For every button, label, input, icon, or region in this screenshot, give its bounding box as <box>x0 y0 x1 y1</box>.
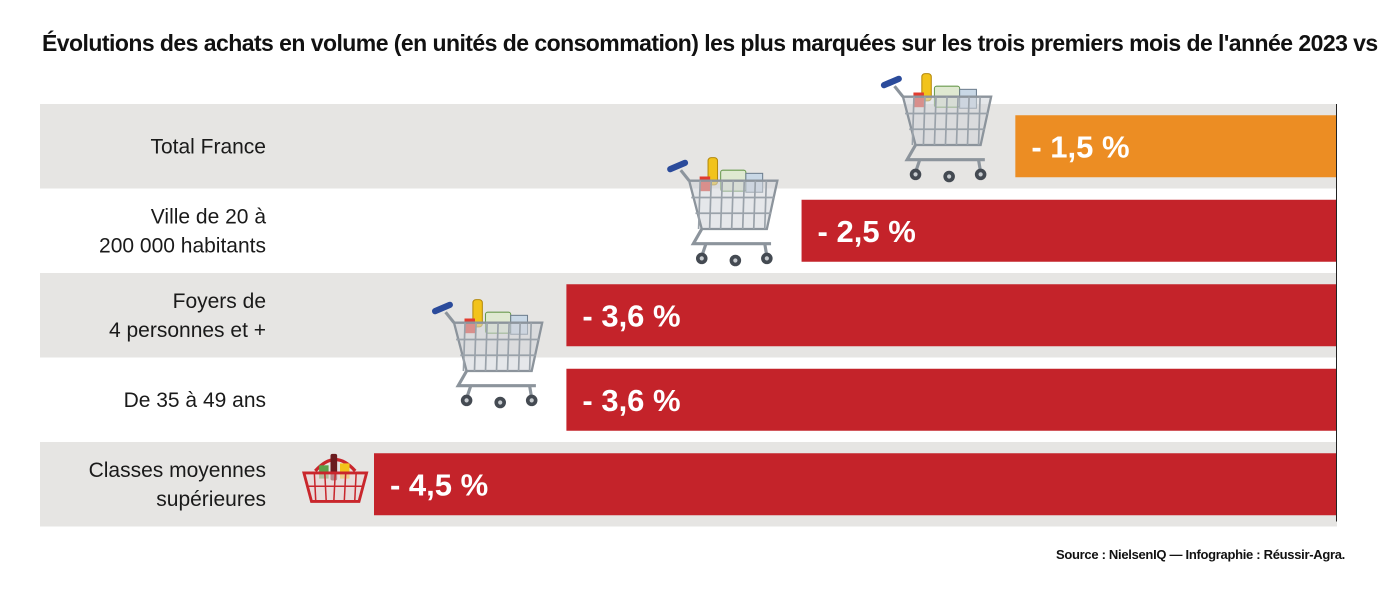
bar <box>1015 115 1336 178</box>
bar <box>801 199 1336 262</box>
source-credit: Source : NielsenIQ — Infographie : Réuss… <box>1056 547 1345 562</box>
value-label: - 4,5 % <box>390 467 488 502</box>
category-label: Foyers de 4 personnes et + <box>109 290 266 342</box>
bar <box>566 368 1336 431</box>
value-label: - 3,6 % <box>582 383 680 418</box>
chart-title: Évolutions des achats en volume (en unit… <box>42 30 1381 56</box>
bar <box>374 453 1336 516</box>
category-label: Ville de 20 à 200 000 habitants <box>99 205 266 257</box>
category-label: De 35 à 49 ans <box>124 389 266 412</box>
value-label: - 2,5 % <box>818 214 916 249</box>
bar <box>566 284 1336 347</box>
shopping-basket-icon <box>302 453 369 503</box>
shopping-cart-icon <box>667 157 779 267</box>
category-label: Classes moyennes supérieures <box>89 459 266 511</box>
shopping-cart-icon <box>431 299 544 409</box>
category-label: Total France <box>150 135 266 158</box>
value-label: - 3,6 % <box>582 298 680 333</box>
value-label: - 1,5 % <box>1031 129 1129 164</box>
shopping-cart-icon <box>880 73 993 183</box>
